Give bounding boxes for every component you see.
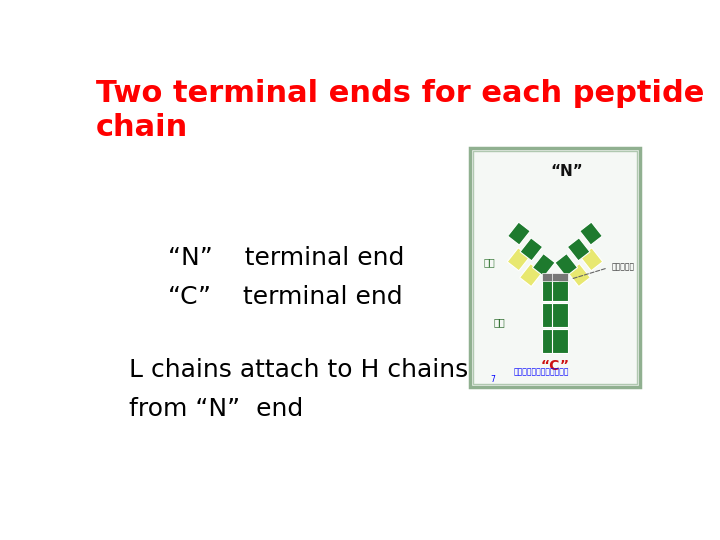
Bar (567, 238, 590, 261)
Text: 重链: 重链 (494, 317, 505, 327)
Text: 链间二硫键: 链间二硫键 (612, 263, 635, 272)
Text: chain: chain (96, 112, 189, 141)
Bar (552, 303, 568, 327)
Text: “N”: “N” (550, 164, 583, 179)
Text: “N”    terminal end: “N” terminal end (168, 246, 405, 269)
Bar (552, 273, 568, 281)
Bar (473, 151, 637, 383)
Bar (542, 329, 558, 353)
Bar (508, 248, 530, 271)
Bar (520, 238, 543, 261)
Text: “C”: “C” (541, 360, 570, 373)
Bar (580, 248, 603, 271)
Text: 免疫球蛋白分子的基本结构: 免疫球蛋白分子的基本结构 (513, 368, 569, 377)
Bar (542, 277, 558, 301)
Bar (555, 254, 577, 276)
Text: from “N”  end: from “N” end (129, 397, 303, 421)
Text: L chains attach to H chains: L chains attach to H chains (129, 358, 468, 382)
Bar (552, 329, 568, 353)
Bar (533, 254, 555, 276)
Bar (508, 222, 530, 245)
Bar (520, 264, 542, 287)
Bar (542, 273, 558, 281)
Bar (542, 303, 558, 327)
Bar (568, 264, 590, 287)
Text: 7: 7 (490, 375, 495, 384)
Text: 轻链: 轻链 (483, 258, 495, 267)
Bar (552, 277, 568, 301)
Bar (580, 222, 603, 245)
Text: “C”    terminal end: “C” terminal end (168, 285, 402, 309)
Text: Two terminal ends for each peptide: Two terminal ends for each peptide (96, 79, 705, 107)
Bar (469, 148, 640, 387)
